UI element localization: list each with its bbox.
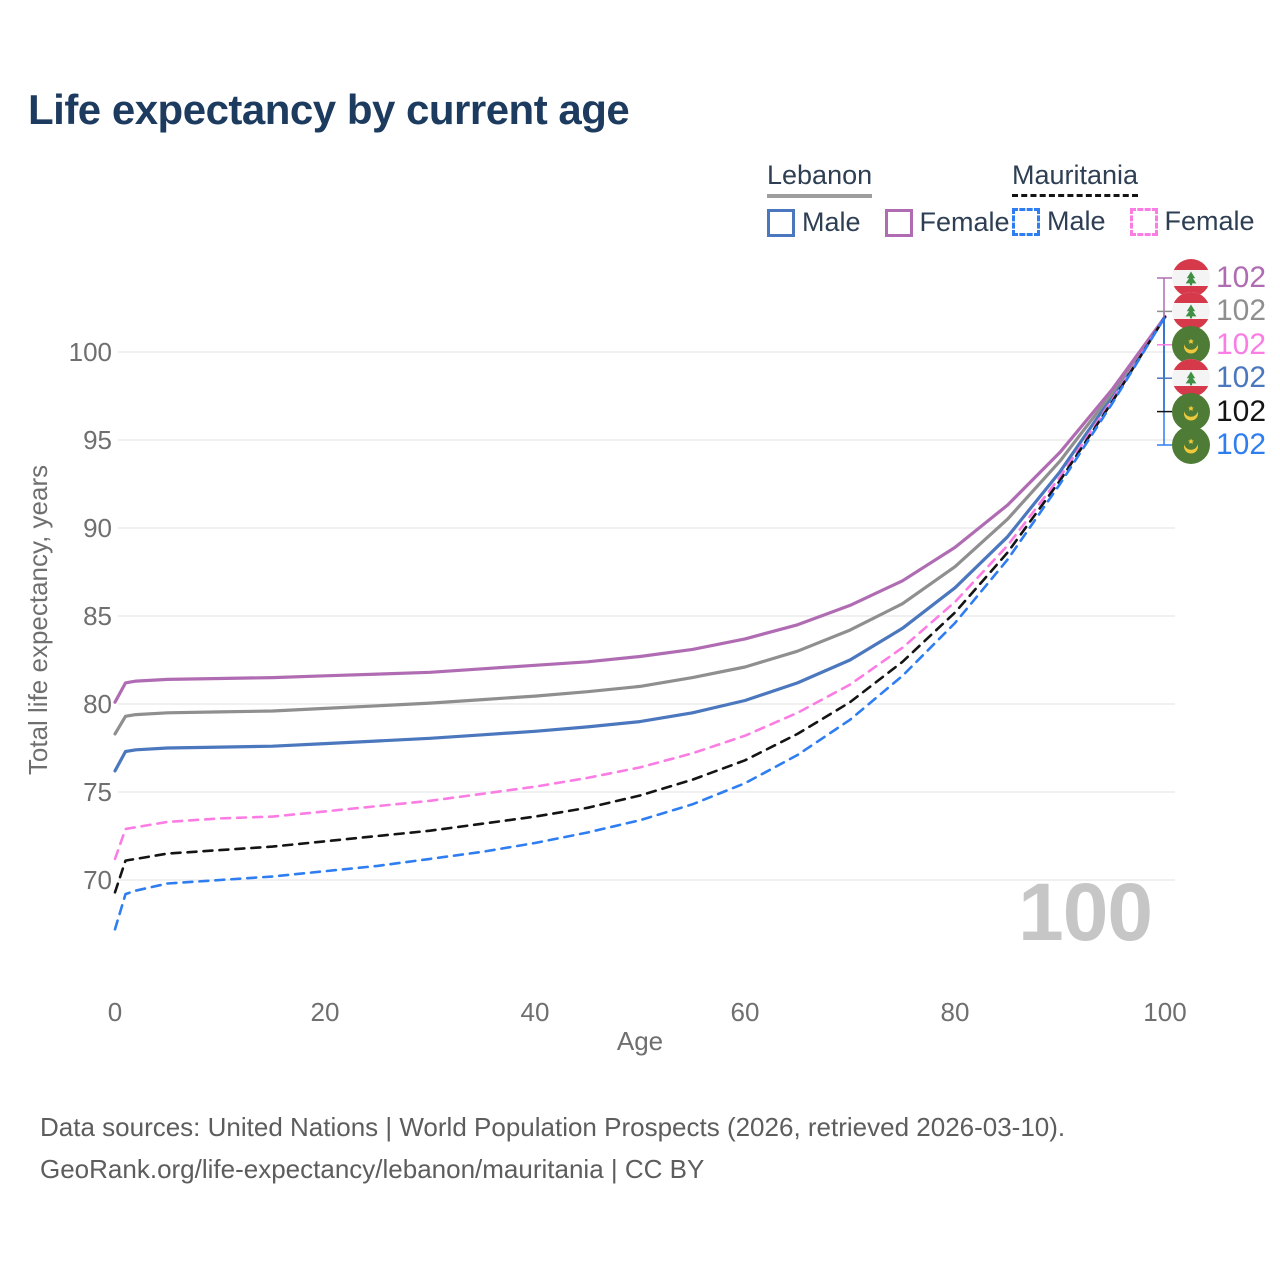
y-tick-label: 95 bbox=[83, 425, 112, 455]
end-label-value: 102 bbox=[1216, 394, 1267, 428]
lebanon-flag-icon bbox=[1172, 359, 1210, 397]
series-lebanon-male[interactable] bbox=[113, 315, 1167, 773]
legend-swatch-mauritania-female bbox=[1129, 207, 1158, 236]
y-tick-label: 80 bbox=[83, 689, 112, 719]
end-label-value: 102 bbox=[1216, 294, 1267, 328]
series-mauritania-male[interactable] bbox=[113, 315, 1167, 931]
legend-item-mauritania-female[interactable]: Female bbox=[1129, 206, 1255, 237]
x-tick-label: 0 bbox=[108, 997, 122, 1027]
x-tick-label: 40 bbox=[521, 997, 550, 1027]
series-mauritania-total[interactable] bbox=[113, 315, 1167, 894]
age-watermark: 100 bbox=[1018, 867, 1153, 958]
page-title: Life expectancy by current age bbox=[28, 86, 630, 133]
mauritania-flag-icon bbox=[1172, 426, 1210, 464]
end-label-row-mauritania-female[interactable]: 102 bbox=[1172, 326, 1266, 364]
attribution-line: GeoRank.org/life-expectancy/lebanon/maur… bbox=[40, 1154, 705, 1184]
mauritania-flag-icon bbox=[1172, 326, 1210, 364]
end-label-value: 102 bbox=[1216, 327, 1267, 361]
y-tick-label: 75 bbox=[83, 777, 112, 807]
series-mauritania-female[interactable] bbox=[113, 315, 1167, 861]
legend-swatch-lebanon-female bbox=[884, 208, 913, 237]
series-lebanon-female[interactable] bbox=[113, 315, 1167, 704]
end-label-value: 102 bbox=[1216, 261, 1267, 294]
legend-item-mauritania-male[interactable]: Male bbox=[1012, 206, 1106, 237]
legend-swatch-lebanon-male bbox=[767, 208, 795, 237]
y-tick-label: 100 bbox=[69, 337, 112, 367]
legend-country-mauritania[interactable]: Mauritania bbox=[1012, 160, 1139, 197]
legend-label-mauritania-female: Female bbox=[1164, 206, 1255, 236]
end-label-value: 102 bbox=[1216, 361, 1267, 395]
end-label-row-mauritania-total[interactable]: 102 bbox=[1172, 393, 1266, 431]
x-axis-title: Age bbox=[617, 1026, 663, 1056]
end-label-row-mauritania-male[interactable]: 102 bbox=[1172, 426, 1266, 464]
end-label-row-lebanon-total[interactable]: 102 bbox=[1172, 292, 1266, 330]
legend-country-lebanon[interactable]: Lebanon bbox=[767, 160, 873, 198]
legend-group-mauritania: Mauritania Male Female bbox=[1012, 160, 1279, 237]
legend-label-lebanon-male: Male bbox=[802, 207, 861, 237]
legend-group-lebanon: Lebanon Male Female bbox=[767, 160, 1034, 238]
legend-label-lebanon-female: Female bbox=[919, 207, 1010, 237]
footer: Data sources: United Nations | World Pop… bbox=[40, 1106, 1065, 1190]
mauritania-flag-icon bbox=[1172, 393, 1210, 431]
end-label-row-lebanon-male[interactable]: 102 bbox=[1172, 359, 1266, 397]
legend-label-mauritania-male: Male bbox=[1047, 206, 1106, 236]
series-lebanon-total[interactable] bbox=[113, 315, 1167, 736]
lebanon-flag-icon bbox=[1172, 259, 1210, 297]
legend-swatch-mauritania-male bbox=[1012, 207, 1040, 236]
y-tick-label: 90 bbox=[83, 513, 112, 543]
y-axis-title: Total life expectancy, years bbox=[23, 465, 53, 775]
x-tick-label: 100 bbox=[1143, 997, 1186, 1027]
lebanon-flag-icon bbox=[1172, 292, 1210, 330]
x-tick-label: 60 bbox=[731, 997, 760, 1027]
y-tick-label: 70 bbox=[83, 865, 112, 895]
legend-item-lebanon-male[interactable]: Male bbox=[767, 207, 861, 238]
legend-item-lebanon-female[interactable]: Female bbox=[884, 207, 1010, 238]
y-tick-label: 85 bbox=[83, 601, 112, 631]
end-label-row-lebanon-female[interactable]: 102 bbox=[1172, 259, 1266, 297]
end-label-value: 102 bbox=[1216, 428, 1267, 461]
x-tick-label: 20 bbox=[311, 997, 340, 1027]
data-sources-line: Data sources: United Nations | World Pop… bbox=[40, 1112, 1066, 1142]
x-tick-label: 80 bbox=[941, 997, 970, 1027]
